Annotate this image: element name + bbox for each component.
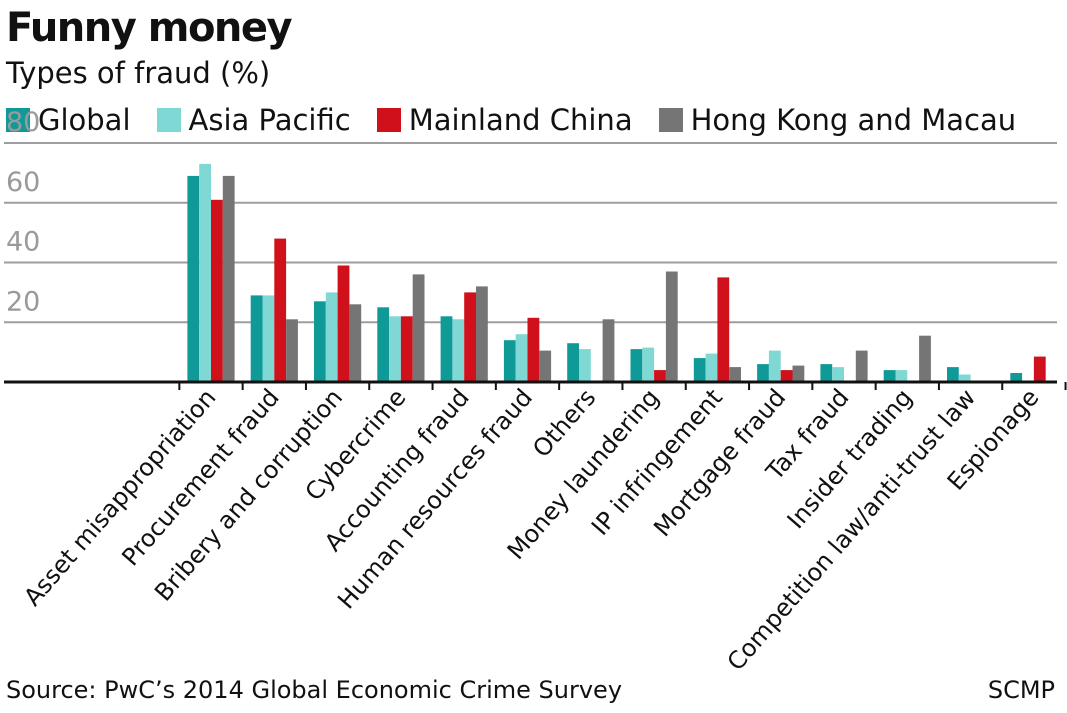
source-note: Source: PwC’s 2014 Global Economic Crime…: [6, 676, 622, 704]
bar-global-competition-law-anti-trust-law: [947, 367, 959, 382]
y-tick-label: 40: [6, 227, 40, 258]
bar-global-asset-misappropriation: [187, 176, 199, 382]
bar-hong-kong-and-macau-procurement-fraud: [286, 319, 298, 382]
bar-global-mortgage-fraud: [757, 364, 769, 382]
bar-hong-kong-and-macau-accounting-fraud: [476, 286, 488, 382]
bar-mainland-china-procurement-fraud: [274, 239, 286, 382]
bar-hong-kong-and-macau-money-laundering: [666, 272, 678, 383]
y-tick-label: 60: [6, 167, 40, 198]
bar-global-ip-infringement: [694, 358, 706, 382]
bar-hong-kong-and-macau-others: [603, 319, 615, 382]
bar-mainland-china-ip-infringement: [717, 277, 729, 382]
bar-hong-kong-and-macau-insider-trading: [919, 336, 931, 382]
bar-mainland-china-mortgage-fraud: [781, 370, 793, 382]
bar-hong-kong-and-macau-bribery-and-corruption: [349, 304, 361, 382]
bar-mainland-china-bribery-and-corruption: [338, 266, 350, 383]
bar-asia-pacific-cybercrime: [389, 316, 401, 382]
bar-asia-pacific-others: [579, 349, 591, 382]
y-tick-label: 80: [6, 107, 40, 138]
bar-global-bribery-and-corruption: [314, 301, 326, 382]
bar-mainland-china-espionage: [1034, 357, 1046, 382]
bar-global-cybercrime: [377, 307, 389, 382]
bar-global-insider-trading: [884, 370, 896, 382]
bar-asia-pacific-tax-fraud: [832, 367, 844, 382]
bar-mainland-china-human-resources-fraud: [528, 318, 540, 382]
bar-asia-pacific-human-resources-fraud: [516, 334, 528, 382]
bar-global-accounting-fraud: [441, 316, 453, 382]
bar-mainland-china-cybercrime: [401, 316, 413, 382]
brand-label: SCMP: [988, 676, 1055, 704]
bar-hong-kong-and-macau-tax-fraud: [856, 351, 868, 382]
bar-mainland-china-accounting-fraud: [464, 292, 476, 382]
bar-asia-pacific-ip-infringement: [706, 354, 718, 382]
bar-hong-kong-and-macau-human-resources-fraud: [539, 351, 551, 382]
bar-hong-kong-and-macau-mortgage-fraud: [793, 366, 805, 382]
bar-hong-kong-and-macau-asset-misappropriation: [223, 176, 235, 382]
bar-asia-pacific-insider-trading: [896, 370, 908, 382]
bar-global-human-resources-fraud: [504, 340, 516, 382]
bar-asia-pacific-mortgage-fraud: [769, 351, 781, 382]
bar-global-money-laundering: [631, 349, 643, 382]
bar-mainland-china-asset-misappropriation: [211, 200, 223, 382]
bar-hong-kong-and-macau-cybercrime: [413, 274, 425, 382]
bar-global-procurement-fraud: [251, 295, 263, 382]
y-tick-label: 20: [6, 286, 40, 317]
bar-asia-pacific-procurement-fraud: [263, 295, 275, 382]
bar-asia-pacific-asset-misappropriation: [199, 164, 211, 382]
bar-asia-pacific-accounting-fraud: [452, 319, 464, 382]
bar-hong-kong-and-macau-ip-infringement: [729, 367, 741, 382]
bar-global-tax-fraud: [820, 364, 832, 382]
bar-asia-pacific-bribery-and-corruption: [326, 292, 338, 382]
bar-global-others: [567, 343, 579, 382]
bar-asia-pacific-money-laundering: [642, 348, 654, 382]
bar-mainland-china-money-laundering: [654, 370, 666, 382]
